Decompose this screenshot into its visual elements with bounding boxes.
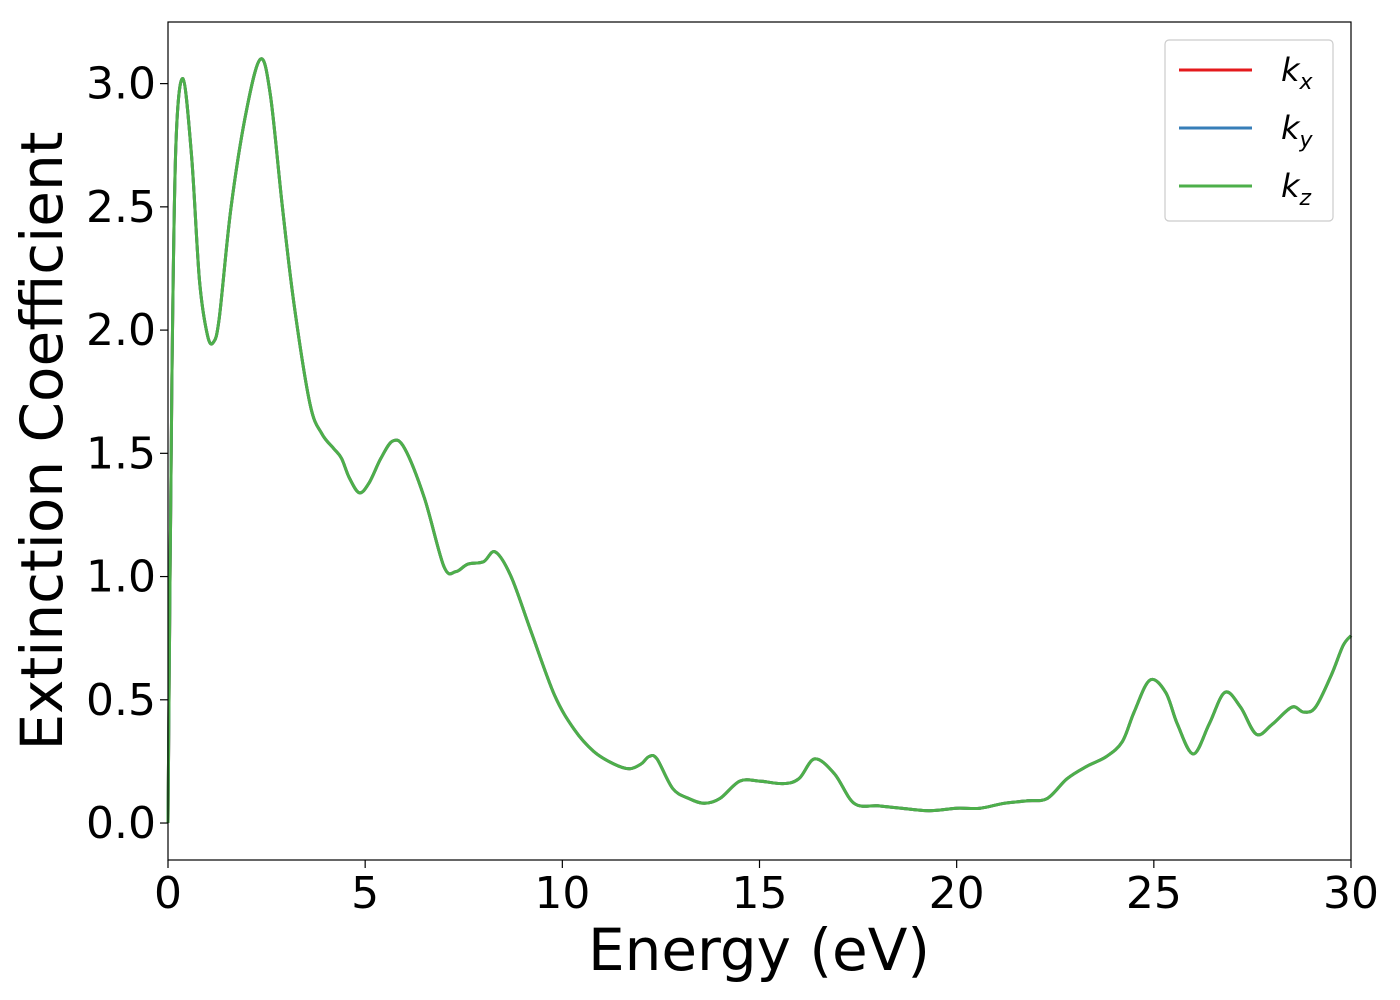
x-tick-label: 10 [534, 868, 590, 919]
series-line-k-z [166, 57, 1353, 824]
y-axis-label: Extinction Coefficient [8, 132, 76, 751]
x-tick-label: 5 [351, 868, 379, 919]
x-tick-label: 30 [1323, 868, 1379, 919]
legend-label-k-y: ky [1281, 109, 1314, 153]
legend-label-k-x: kx [1281, 51, 1314, 95]
y-tick-label: 3.0 [86, 59, 156, 110]
x-tick-label: 20 [929, 868, 985, 919]
legend-frame [1164, 39, 1334, 222]
x-axis-label: Energy (eV) [588, 916, 930, 984]
legend-label-k-z: kz [1281, 167, 1312, 211]
y-tick-label: 2.5 [86, 182, 156, 233]
x-tick-label: 15 [732, 868, 788, 919]
plot-lines [166, 57, 1353, 824]
legend: kx ky kz [1164, 39, 1334, 222]
y-tick-label: 0.0 [86, 798, 156, 849]
y-tick-label: 1.5 [86, 428, 156, 479]
y-tick-label: 1.0 [86, 552, 156, 603]
x-tick-label: 0 [154, 868, 182, 919]
y-tick-label: 0.5 [86, 675, 156, 726]
x-axis-ticks: 0 5 10 15 20 25 30 [154, 860, 1379, 919]
y-axis-ticks: 0.0 0.5 1.0 1.5 2.0 2.5 3.0 [86, 59, 168, 849]
x-tick-label: 25 [1126, 868, 1182, 919]
y-tick-label: 2.0 [86, 305, 156, 356]
